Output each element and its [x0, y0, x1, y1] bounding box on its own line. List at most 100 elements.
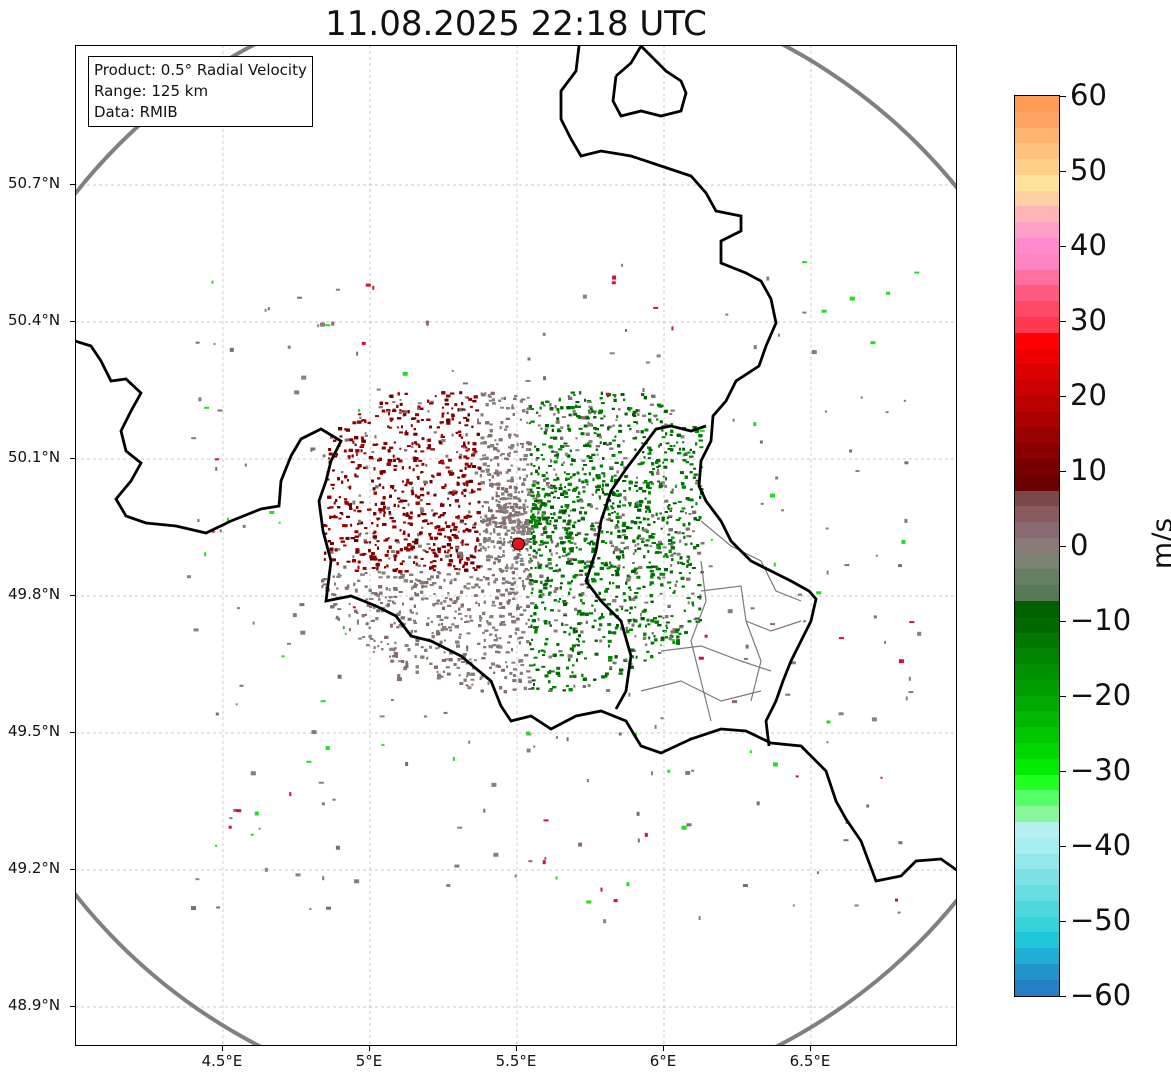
- colorbar-segment: [1015, 679, 1059, 696]
- lon-tick-label: 6.5°E: [789, 1052, 831, 1070]
- colorbar-segment: [1015, 269, 1059, 286]
- colorbar-tick-label: 20: [1070, 378, 1107, 412]
- colorbar-tick: [1060, 246, 1066, 247]
- colorbar-tick: [1060, 921, 1066, 922]
- colorbar-segment: [1015, 506, 1059, 523]
- colorbar-segment: [1015, 222, 1059, 239]
- colorbar-tick-label: −20: [1070, 678, 1132, 712]
- colorbar-tick-label: 60: [1070, 78, 1107, 112]
- lon-tick: [222, 1046, 223, 1051]
- lon-tick: [663, 1046, 664, 1051]
- colorbar-tick: [1060, 321, 1066, 322]
- colorbar-segment: [1015, 348, 1059, 365]
- lon-tick: [516, 1046, 517, 1051]
- colorbar-segment: [1015, 616, 1059, 633]
- colorbar-segment: [1015, 774, 1059, 791]
- colorbar-segment: [1015, 443, 1059, 459]
- colorbar-tick: [1060, 696, 1066, 697]
- colorbar-tick: [1060, 546, 1066, 547]
- lat-tick: [70, 732, 75, 733]
- colorbar-segment: [1015, 127, 1059, 144]
- colorbar-segment: [1015, 190, 1059, 207]
- colorbar-tick: [1060, 621, 1066, 622]
- colorbar-segment: [1015, 316, 1059, 333]
- colorbar-segment: [1015, 474, 1059, 491]
- colorbar-segment: [1015, 727, 1059, 744]
- colorbar-tick: [1060, 396, 1066, 397]
- colorbar-tick-label: −40: [1070, 828, 1132, 862]
- colorbar-segment: [1015, 979, 1059, 996]
- lat-tick-label: 49.8°N: [8, 585, 61, 603]
- colorbar-tick: [1060, 171, 1066, 172]
- lon-tick-label: 6°E: [649, 1052, 677, 1070]
- colorbar-segment: [1015, 174, 1059, 191]
- radar-site-marker[interactable]: [511, 537, 525, 551]
- velocity-echoes: [186, 261, 922, 924]
- colorbar-tick-label: −60: [1070, 978, 1132, 1012]
- colorbar-segment: [1015, 458, 1059, 475]
- lat-tick-label: 48.9°N: [8, 996, 61, 1014]
- colorbar-segment: [1015, 790, 1059, 807]
- colorbar-segment: [1015, 932, 1059, 949]
- colorbar-segment: [1015, 159, 1059, 175]
- colorbar-tick-label: −10: [1070, 603, 1132, 637]
- lon-tick-label: 4.5°E: [201, 1052, 243, 1070]
- colorbar-segment: [1015, 648, 1059, 665]
- colorbar-segment: [1015, 758, 1059, 775]
- colorbar-segment: [1015, 238, 1059, 254]
- country-borders: [76, 46, 956, 883]
- colorbar-segment: [1015, 553, 1059, 570]
- colorbar-segment: [1015, 364, 1059, 381]
- colorbar-tick-label: 10: [1070, 453, 1107, 487]
- lon-tick: [810, 1046, 811, 1051]
- lat-tick: [70, 869, 75, 870]
- colorbar-segment: [1015, 837, 1059, 854]
- map-title: 11.08.2025 22:18 UTC: [325, 4, 707, 44]
- lat-tick: [70, 1006, 75, 1007]
- lat-tick-label: 50.1°N: [8, 448, 61, 466]
- colorbar-segment: [1015, 537, 1059, 554]
- graticule: [76, 46, 956, 1045]
- lon-tick-label: 5.5°E: [495, 1052, 537, 1070]
- colorbar-segment: [1015, 948, 1059, 964]
- lat-tick-label: 50.7°N: [8, 174, 61, 192]
- colorbar-segment: [1015, 569, 1059, 586]
- colorbar-segment: [1015, 900, 1059, 917]
- lat-tick: [70, 184, 75, 185]
- radar-map[interactable]: [75, 45, 957, 1046]
- colorbar-segment: [1015, 585, 1059, 601]
- lat-tick: [70, 458, 75, 459]
- lat-tick-label: 49.2°N: [8, 859, 61, 877]
- colorbar-tick: [1060, 471, 1066, 472]
- colorbar-segment: [1015, 206, 1059, 223]
- colorbar-segment: [1015, 885, 1059, 901]
- colorbar-tick-label: −50: [1070, 903, 1132, 937]
- colorbar-tick: [1060, 771, 1066, 772]
- product-info-box: Product: 0.5° Radial Velocity Range: 125…: [88, 56, 313, 127]
- colorbar-segment: [1015, 143, 1059, 160]
- colorbar-tick-label: 40: [1070, 228, 1107, 262]
- colorbar-segment: [1015, 111, 1059, 128]
- map-canvas[interactable]: [75, 45, 957, 1046]
- colorbar-segment: [1015, 743, 1059, 759]
- lat-tick: [70, 321, 75, 322]
- colorbar-segment: [1015, 395, 1059, 412]
- lon-tick-label: 5°E: [355, 1052, 383, 1070]
- colorbar-segment: [1015, 380, 1059, 396]
- lat-tick-label: 49.5°N: [8, 722, 61, 740]
- colorbar-tick: [1060, 96, 1066, 97]
- colorbar-segment: [1015, 664, 1059, 680]
- colorbar-segment: [1015, 711, 1059, 728]
- data-source-line: Data: RMIB: [94, 103, 178, 121]
- colorbar-segment: [1015, 301, 1059, 317]
- lat-tick-label: 50.4°N: [8, 311, 61, 329]
- colorbar-segment: [1015, 632, 1059, 649]
- colorbar-tick-label: 30: [1070, 303, 1107, 337]
- colorbar-tick-label: 50: [1070, 153, 1107, 187]
- colorbar-segment: [1015, 806, 1059, 822]
- colorbar-segment: [1015, 96, 1059, 112]
- colorbar-segment: [1015, 695, 1059, 712]
- colorbar-tick-label: 0: [1070, 528, 1089, 562]
- colorbar-segment: [1015, 253, 1059, 270]
- admin-boundaries: [640, 520, 802, 722]
